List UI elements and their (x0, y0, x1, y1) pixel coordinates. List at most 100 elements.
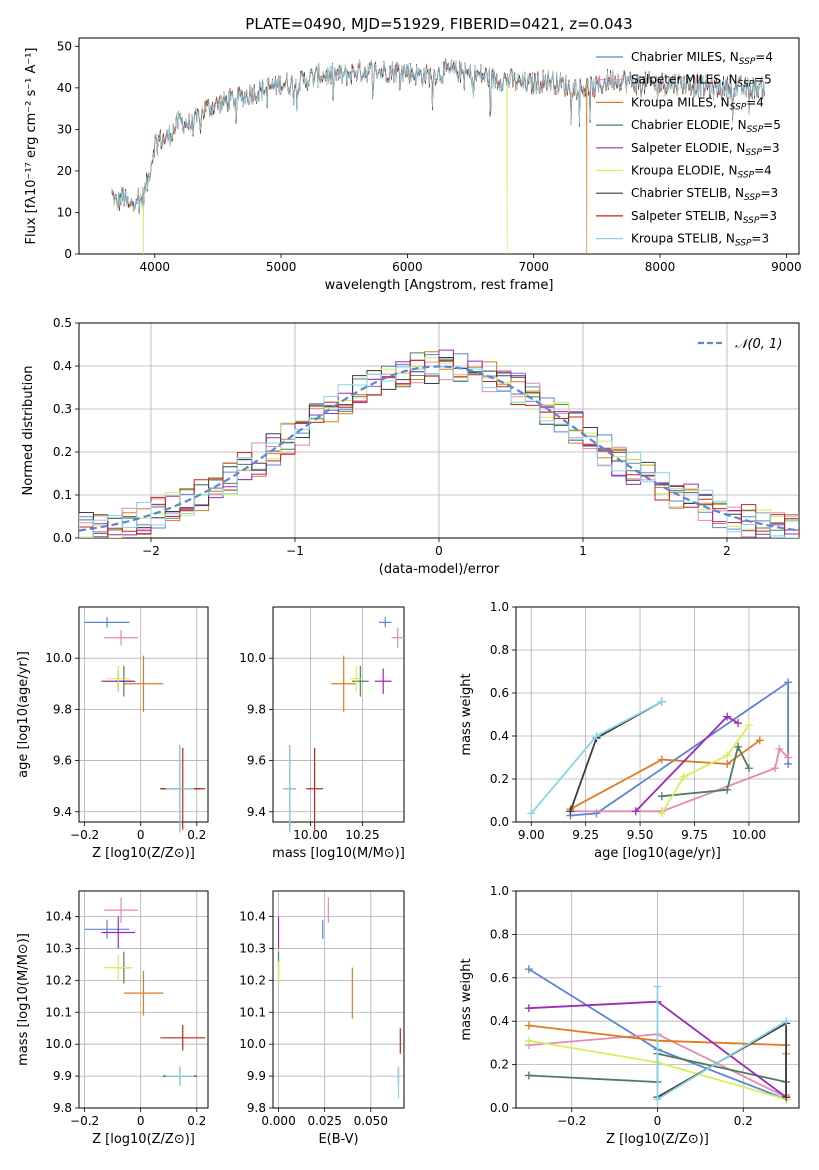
x-tick-label: 0.2 (734, 1114, 753, 1128)
y-tick-label: 0.2 (490, 1058, 509, 1072)
axes-frame (272, 606, 405, 823)
y-tick-label: 0.2 (490, 772, 509, 786)
mass-vs-ebv-panel: 0.000 0.025 0.050 9.8 9.9 10.0 10.1 10.2 10.3 10.… (239, 890, 405, 1147)
legend-label: Salpeter STELIB, NSSP=3 (631, 209, 777, 226)
y-tick-label: 9.6 (247, 754, 266, 768)
spectrum-legend: Chabrier MILES, NSSP=4 Salpeter MILES, NS… (596, 50, 781, 249)
weight-marker (734, 719, 743, 728)
y-tick-label: 9.8 (53, 702, 72, 716)
y-tick-label: 9.4 (53, 805, 72, 819)
y-tick-label: 0 (64, 247, 72, 261)
x-tick-label: 6000 (392, 260, 423, 274)
x-tick-label: 0.2 (187, 828, 206, 842)
y-tick-label: 9.6 (53, 754, 72, 768)
y-tick-label: 9.8 (53, 1101, 72, 1115)
normal-reference-curve (78, 365, 797, 532)
mass-vs-metallicity-panel: −0.2 0 0.2 9.8 9.9 10.0 10.1 10.2 10.3 10.4 Z [log… (16, 890, 209, 1147)
weight-line-chabrier-stelib (569, 700, 663, 812)
y-tick-label: 0.6 (490, 686, 509, 700)
weight-marker (527, 809, 536, 818)
axes-frame (78, 37, 800, 255)
x-tick-label: 0.025 (307, 1114, 341, 1128)
legend-label: Chabrier MILES, NSSP=4 (631, 50, 773, 67)
x-axis-label: age [log10(age/yr)] (594, 846, 721, 861)
y-tick-label: 9.8 (247, 702, 266, 716)
y-axis-label: Flux [fλ10⁻¹⁷ erg cm⁻² s⁻¹ A⁻¹] (24, 48, 39, 245)
x-tick-label: 8000 (645, 260, 676, 274)
x-tick-label: 9.50 (627, 828, 654, 842)
weight-marker (679, 772, 688, 781)
x-tick-label: 10.25 (345, 828, 379, 842)
legend-label: Kroupa ELODIE, NSSP=4 (631, 164, 772, 181)
weight-line-kroupa-stelib (530, 700, 663, 814)
axes-frame (515, 606, 800, 823)
x-tick-label: −0.2 (70, 1114, 99, 1128)
weight-marker (592, 732, 601, 740)
y-tick-label: 0.0 (490, 1101, 509, 1115)
weight-marker (524, 1071, 533, 1080)
axes-frame (78, 606, 209, 823)
y-tick-label: 10.3 (45, 941, 72, 955)
x-axis-label: Z [log10(Z/Z⊙)] (92, 1132, 195, 1147)
y-tick-label: 9.8 (247, 1101, 266, 1115)
age-vs-metallicity-panel: −0.2 0 0.2 9.4 9.6 9.8 10.0 Z [log10(Z/Z⊙)] age … (16, 606, 209, 861)
y-tick-label: 10 (57, 205, 72, 219)
x-tick-label: 9.75 (681, 828, 708, 842)
spectrum-line-kroupa-stelib (111, 59, 765, 211)
residuals-histogram-panel: −2 −1 0 1 2 0.0 0.1 0.2 0.3 0.4 0.5 (data-model)/er… (21, 316, 800, 577)
weight-marker (723, 712, 732, 721)
y-tick-label: 9.4 (247, 805, 266, 819)
y-axis-label: age [log10(age/yr)] (16, 651, 31, 778)
y-tick-label: 10.3 (239, 941, 266, 955)
weight-marker (744, 764, 753, 773)
x-tick-label: 0.2 (187, 1114, 206, 1128)
y-tick-label: 1.0 (490, 884, 509, 898)
weight-line-salpeter-miles (570, 747, 789, 813)
y-tick-label: 10.1 (45, 1005, 72, 1019)
weight-marker (723, 785, 732, 794)
axes-frame (272, 890, 405, 1109)
x-tick-label: 9000 (771, 260, 802, 274)
y-tick-label: 10.4 (45, 910, 72, 924)
weight-marker (524, 1004, 533, 1013)
x-tick-label: 10.00 (293, 828, 327, 842)
weight-marker (723, 751, 732, 760)
x-tick-label: 0.050 (354, 1114, 388, 1128)
axes-frame (78, 890, 209, 1109)
x-axis-label: mass [log10(M/M⊙)] (272, 846, 405, 861)
y-tick-label: 10.2 (239, 973, 266, 987)
weight-line-kroupa-elodie (661, 724, 750, 814)
y-axis-label: mass weight (459, 958, 474, 1040)
y-tick-label: 10.1 (239, 1005, 266, 1019)
y-tick-label: 0.4 (53, 359, 72, 373)
histogram-kroupa-stelib (79, 366, 799, 538)
y-axis-label: mass weight (459, 673, 474, 755)
weight-marker (524, 965, 533, 974)
x-tick-label: −1 (286, 544, 304, 558)
y-tick-label: 0.3 (53, 402, 72, 416)
y-tick-label: 0.0 (53, 531, 72, 545)
x-tick-label: 0 (137, 1114, 145, 1128)
axes-frame (515, 890, 800, 1109)
axes-frame (78, 322, 800, 539)
y-tick-label: 30 (57, 122, 72, 136)
age-vs-mass-panel: 10.00 10.25 9.4 9.6 9.8 10.0 mass [log10(M/M⊙)… (239, 606, 405, 861)
x-axis-label: Z [log10(Z/Z⊙)] (606, 1132, 709, 1147)
weight-marker (784, 678, 793, 687)
y-tick-label: 50 (57, 39, 72, 53)
x-tick-label: 1 (579, 544, 587, 558)
y-tick-label: 40 (57, 81, 72, 95)
legend-label: Chabrier STELIB, NSSP=3 (631, 186, 778, 203)
weight-marker (775, 744, 784, 753)
x-tick-label: 0 (435, 544, 443, 558)
weight-marker (657, 755, 666, 764)
y-tick-label: 0.6 (490, 971, 509, 985)
weight-marker (631, 807, 640, 816)
y-tick-label: 10.2 (45, 973, 72, 987)
y-tick-label: 20 (57, 164, 72, 178)
weight-marker (723, 759, 732, 768)
y-tick-label: 0.5 (53, 316, 72, 330)
weight-marker (744, 721, 753, 730)
y-axis-label: Normed distribution (21, 366, 36, 496)
y-tick-label: 0.0 (490, 815, 509, 829)
